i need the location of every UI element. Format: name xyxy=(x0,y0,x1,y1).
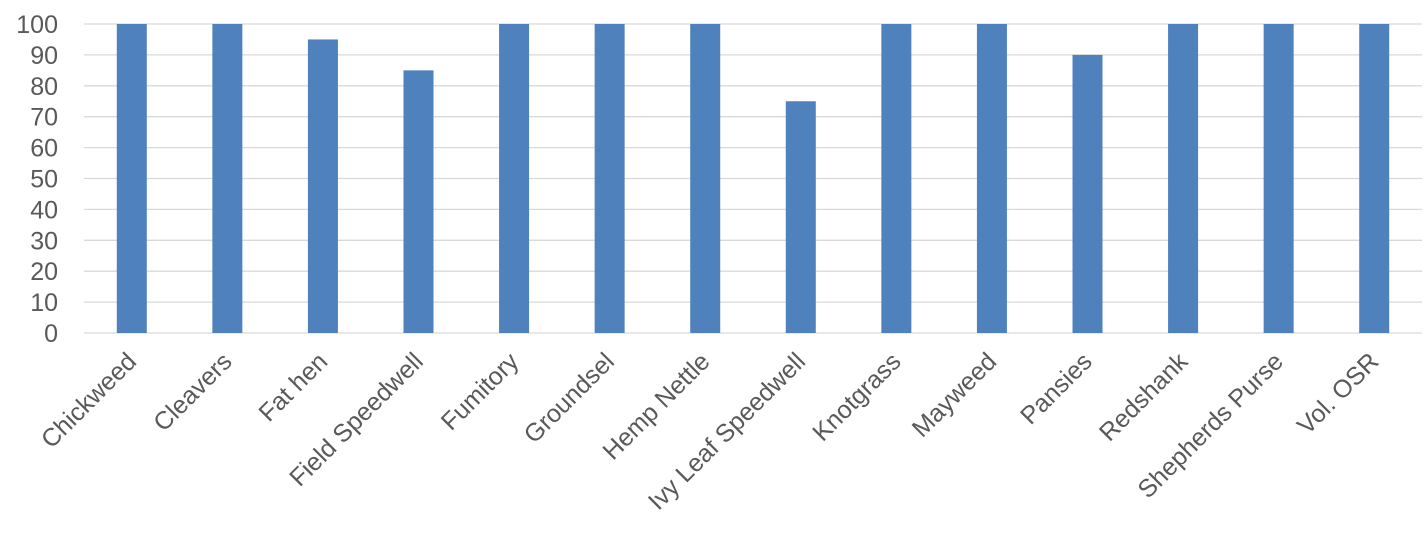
bar xyxy=(499,24,530,333)
x-category-label: Fumitory xyxy=(436,347,525,436)
x-category-label: Pansies xyxy=(1015,347,1098,430)
x-category-label: Fat hen xyxy=(253,347,333,427)
x-category-label: Redshank xyxy=(1094,347,1194,447)
y-tick-label: 100 xyxy=(16,11,58,39)
y-tick-label: 60 xyxy=(30,135,58,163)
bar xyxy=(1359,24,1390,333)
bar xyxy=(1072,54,1103,334)
y-tick-label: 70 xyxy=(30,104,58,132)
x-category-label: Cleavers xyxy=(148,347,238,437)
gridlines xyxy=(84,23,1422,334)
y-tick-label: 80 xyxy=(30,73,58,101)
y-tick-label: 50 xyxy=(30,166,58,194)
bar xyxy=(785,101,816,333)
x-category-label: Groundsel xyxy=(519,347,620,448)
y-tick-label: 40 xyxy=(30,196,58,224)
x-category-label: Vol. OSR xyxy=(1292,347,1385,440)
bar xyxy=(307,39,338,333)
bar xyxy=(690,24,721,333)
y-tick-label: 20 xyxy=(30,258,58,286)
bar xyxy=(116,24,147,333)
x-category-label: Knotgrass xyxy=(807,347,906,446)
y-tick-label: 30 xyxy=(30,227,58,255)
bars xyxy=(116,24,1390,334)
bar xyxy=(1168,24,1199,333)
bar xyxy=(881,24,912,333)
bar xyxy=(976,24,1007,333)
x-category-label: Mayweed xyxy=(907,347,1002,442)
bar xyxy=(403,70,434,333)
y-tick-label: 90 xyxy=(30,42,58,70)
y-tick-label: 0 xyxy=(44,320,58,348)
x-category-label: Ivy Leaf Speedwell xyxy=(643,347,811,515)
bar xyxy=(594,24,625,333)
y-tick-label: 10 xyxy=(30,289,58,317)
x-category-label: Chickweed xyxy=(36,347,142,453)
bar xyxy=(212,24,243,333)
bar xyxy=(1263,24,1294,333)
